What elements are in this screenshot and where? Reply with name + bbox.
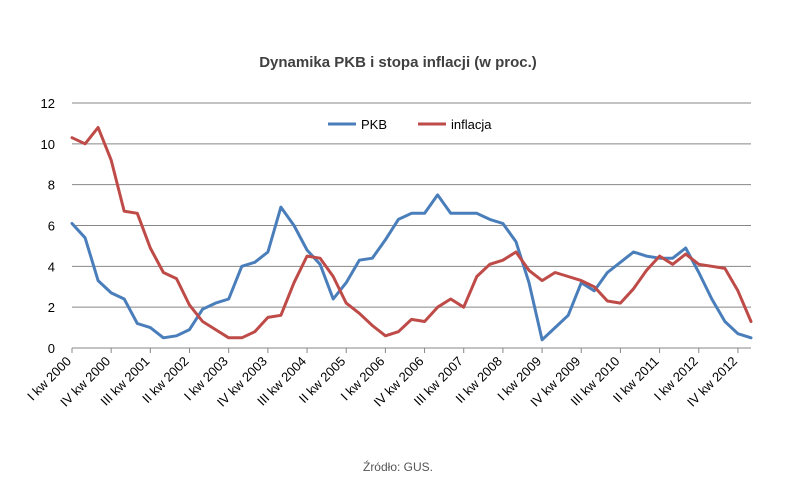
y-tick-label: 2	[48, 300, 55, 315]
source-note: Źródło: GUS.	[363, 459, 433, 474]
legend: PKB inflacja	[328, 117, 492, 132]
series-line-pkb	[70, 193, 753, 342]
y-tick-label: 6	[48, 219, 55, 234]
y-tick-label: 10	[41, 137, 55, 152]
grid	[72, 102, 751, 308]
y-tick-label: 0	[48, 341, 55, 356]
plot-area	[70, 126, 753, 342]
chart-title: Dynamika PKB i stopa inflacji (w proc.)	[259, 54, 537, 71]
y-tick-label: 8	[48, 178, 55, 193]
legend-label-pkb: PKB	[361, 117, 387, 132]
y-tick-label: 4	[48, 259, 55, 274]
y-tick-label: 12	[41, 96, 55, 111]
series-line-inflacja	[70, 126, 753, 340]
y-axis: 0 2 4 6 8 10 12	[41, 96, 55, 356]
legend-label-inflacja: inflacja	[451, 117, 492, 132]
